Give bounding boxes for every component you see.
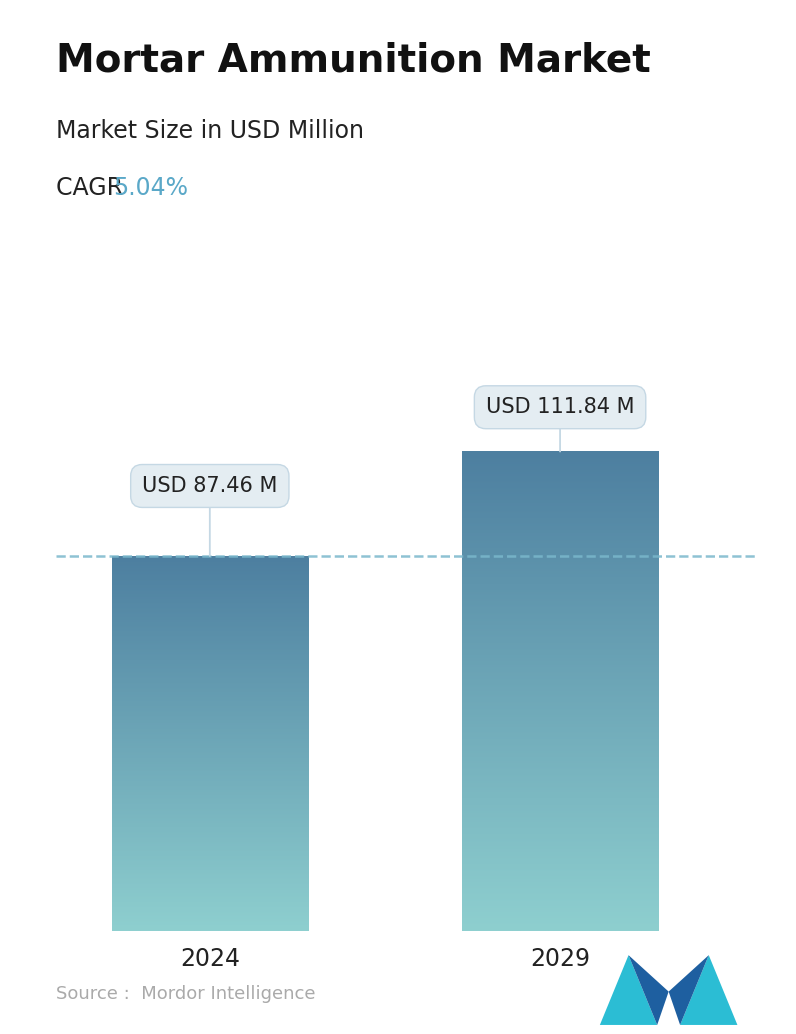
- Text: Source :  Mordor Intelligence: Source : Mordor Intelligence: [56, 985, 315, 1003]
- Text: Market Size in USD Million: Market Size in USD Million: [56, 119, 364, 143]
- Text: CAGR: CAGR: [56, 176, 131, 200]
- Text: USD 87.46 M: USD 87.46 M: [142, 476, 278, 556]
- Text: USD 111.84 M: USD 111.84 M: [486, 397, 634, 452]
- Text: 5.04%: 5.04%: [113, 176, 188, 200]
- Text: Mortar Ammunition Market: Mortar Ammunition Market: [56, 41, 650, 80]
